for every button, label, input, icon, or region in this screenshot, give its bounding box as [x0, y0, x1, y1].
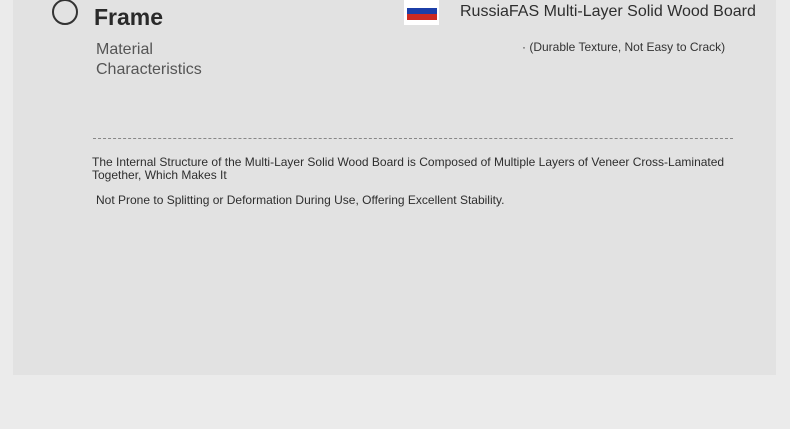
description-line-2: Not Prone to Splitting or Deformation Du… [96, 193, 505, 207]
material-note: · (Durable Texture, Not Easy to Crack) [522, 40, 726, 54]
description-line-1: The Internal Structure of the Multi-Laye… [92, 155, 725, 182]
circle-icon [52, 0, 78, 25]
section-title: Frame [94, 4, 164, 30]
divider [93, 138, 733, 139]
material-name: RussiaFAS Multi-Layer Solid Wood Board [460, 3, 756, 20]
russia-flag-icon [404, 0, 439, 25]
section-subtitle: Material Characteristics [96, 41, 202, 78]
material-panel [13, 0, 776, 375]
